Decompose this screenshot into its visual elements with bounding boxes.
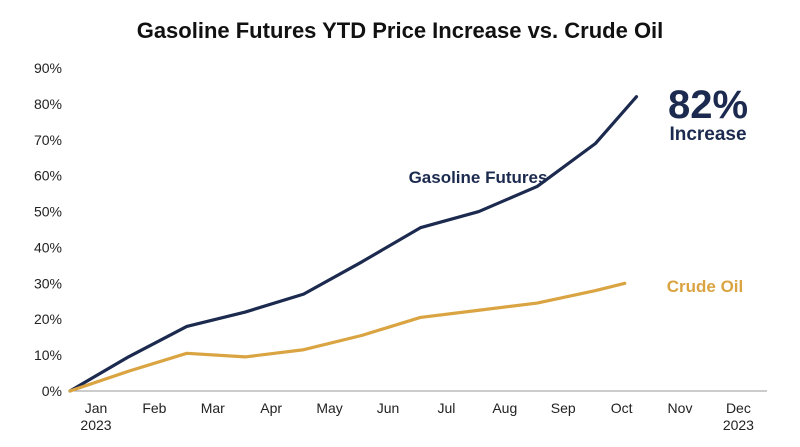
chart-title: Gasoline Futures YTD Price Increase vs. … [137,18,664,43]
x-tick-label: Nov [668,400,693,416]
y-tick-label: 40% [34,239,62,255]
x-tick-label: Mar [201,400,225,416]
annotation-text: Increase [669,124,746,145]
series-label: Crude Oil [667,277,744,296]
x-tick-label: May [316,400,342,416]
x-tick-label: Jun [377,400,400,416]
y-tick-label: 60% [34,168,62,184]
x-tick-label: Dec [726,400,751,416]
series-lines [68,95,639,393]
y-tick-label: 30% [34,275,62,291]
x-tick-label: Aug [492,400,517,416]
y-tick-label: 10% [34,347,62,363]
y-axis-ticks: 0% 10% 20% 30% 40% 50% 60% 70% 80% 90% [34,60,62,399]
x-tick-label: Jul [437,400,455,416]
series-label: Gasoline Futures [409,168,548,187]
series-line [68,281,627,393]
y-tick-label: 80% [34,96,62,112]
x-tick-label: Sep [551,400,576,416]
x-tick-sublabel: 2023 [723,417,754,433]
x-tick-sublabel: 2023 [80,417,111,433]
y-tick-label: 20% [34,311,62,327]
x-tick-label: Feb [142,400,166,416]
y-tick-label: 0% [42,383,62,399]
series-labels: Gasoline Futures Crude Oil [409,168,744,296]
y-tick-label: 50% [34,204,62,220]
x-tick-label: Apr [260,400,282,416]
y-tick-label: 90% [34,60,62,76]
y-tick-label: 70% [34,132,62,148]
annotation-value: 82% [668,83,748,127]
x-tick-label: Oct [611,400,633,416]
series-line [68,95,639,393]
x-tick-label: Jan [85,400,108,416]
